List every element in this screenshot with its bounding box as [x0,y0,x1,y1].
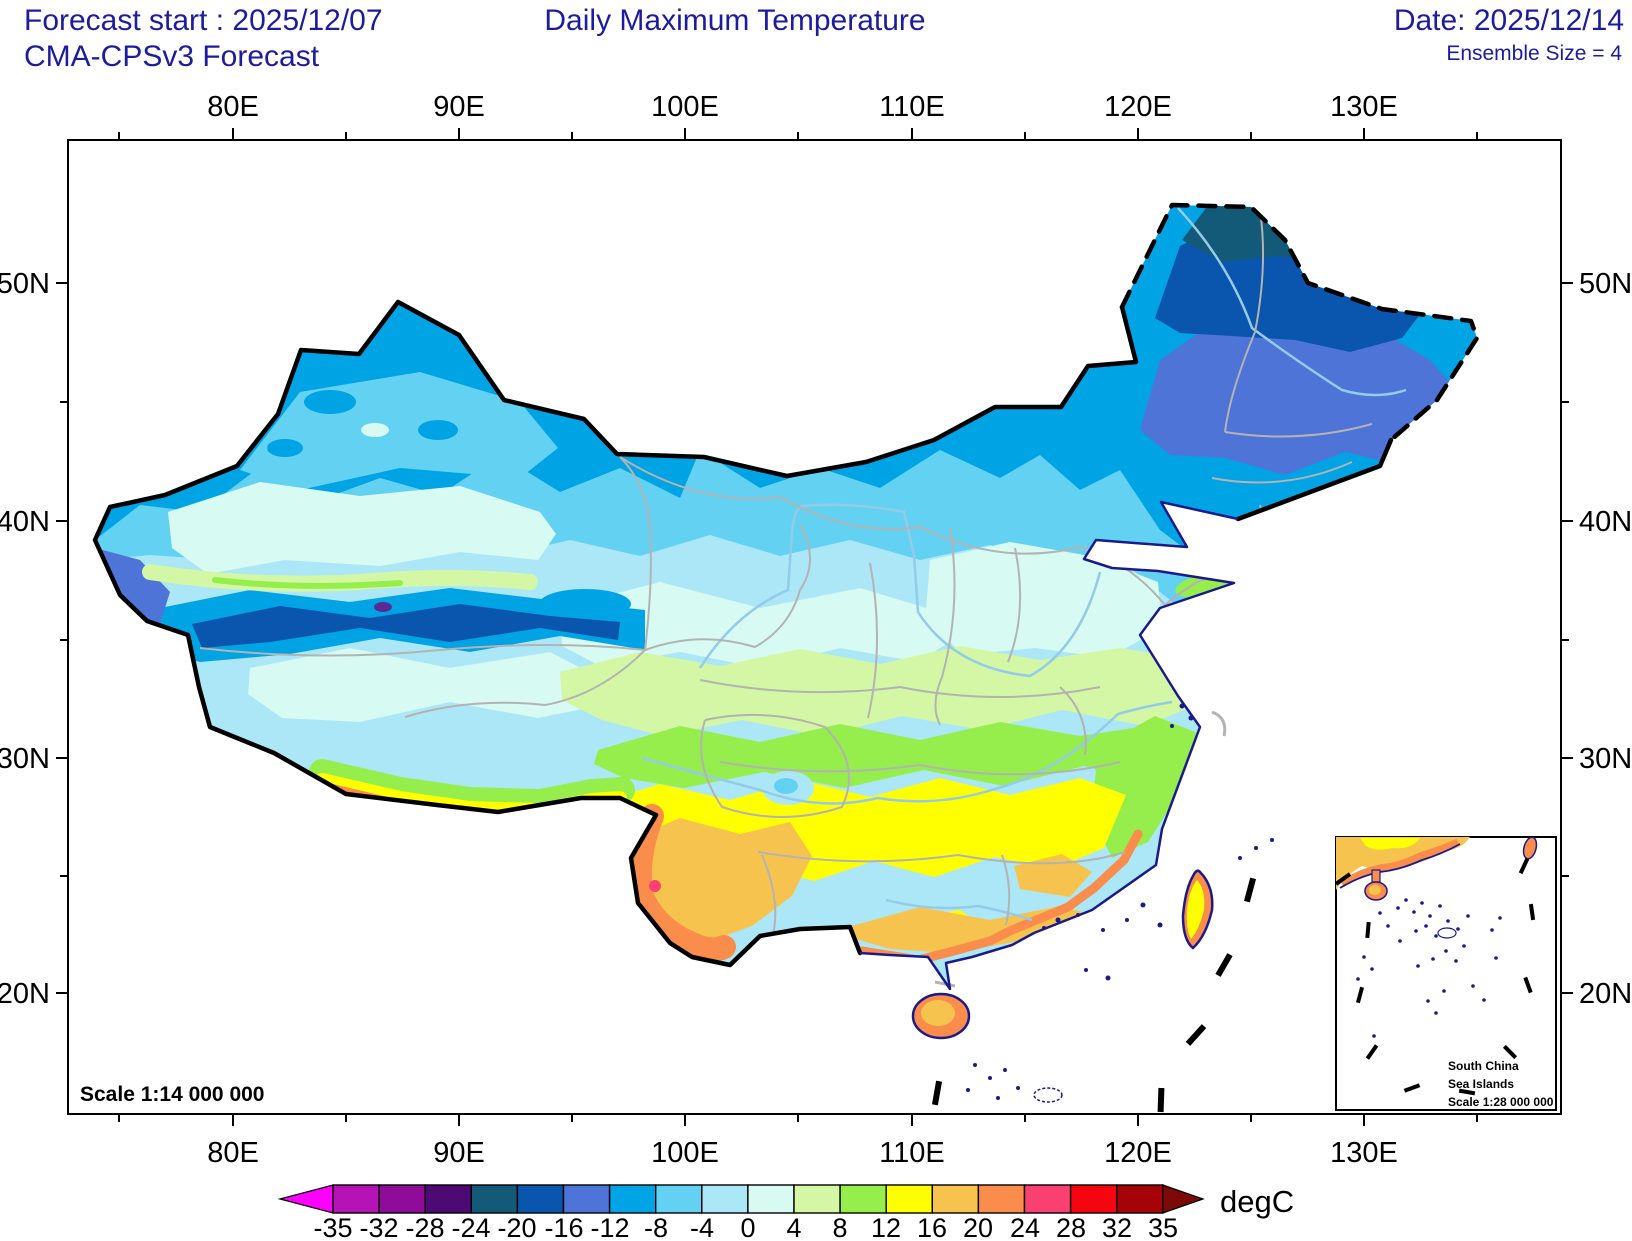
lon-axis-bottom: 80E 90E 100E 110E 120E 130E [207,1137,1398,1169]
colorbar-tick-label: 0 [740,1213,755,1241]
colorbar-tick-label: -16 [544,1213,583,1241]
map-scale-label: Scale 1:14 000 000 [80,1083,265,1106]
lon-tick-label: 90E [433,1137,485,1169]
page-title: Daily Maximum Temperature [544,4,926,37]
colorbar-tick-label: -35 [313,1213,352,1241]
lon-tick-label: 110E [879,1137,945,1169]
lon-tick-label: 100E [651,1137,719,1169]
lat-axis-right: 50N 40N 30N 20N [1579,268,1632,1010]
rivers [641,207,1407,922]
colorbar-unit-label: degC [1220,1184,1294,1219]
ensemble-size-label: Ensemble Size = 4 [1446,42,1622,65]
colorbar-tick-label: -8 [644,1213,668,1241]
coast-gray-marks [934,710,1227,988]
colorbar-swatch [793,1184,841,1214]
colorbar-swatch [1069,1184,1118,1214]
colorbar-swatch [655,1184,703,1214]
inset-scale-label: Scale 1:28 000 000 [1448,1095,1554,1109]
colorbar: -35 -32 -28 -24 -20 -16 -12 -8 -4 0 4 8 … [277,1184,1294,1241]
colorbar-tick-label: -12 [590,1213,629,1241]
colorbar-swatch [1023,1184,1072,1214]
colorbar-swatch [1115,1184,1164,1214]
colorbar-tick-label: 32 [1102,1213,1132,1241]
lon-axis-top: 80E 90E 100E 110E 120E 130E [207,91,1398,123]
colorbar-swatch [332,1184,380,1214]
colorbar-tick-label: -4 [690,1213,714,1241]
lon-tick-label: 120E [1104,91,1172,123]
axis-ticks [56,128,1573,1126]
lat-tick-label: 50N [1579,268,1632,300]
colorbar-tick-label: 4 [786,1213,801,1241]
colorbar-labels: -35 -32 -28 -24 -20 -16 -12 -8 -4 0 4 8 … [313,1213,1178,1241]
lat-tick-label: 20N [1579,978,1632,1010]
lat-tick-label: 30N [0,743,50,775]
colorbar-swatch [424,1184,473,1214]
colorbar-tick-label: 16 [917,1213,947,1241]
colorbar-swatch [470,1184,519,1214]
paracel-ring [1033,1087,1063,1103]
lon-tick-label: 80E [207,91,259,123]
inset-title-line1: South China [1448,1059,1519,1073]
lon-tick-label: 80E [207,1137,259,1169]
south-china-sea-inset: South China Sea Islands Scale 1:28 000 0… [1335,836,1557,1111]
colorbar-left-arrow [277,1184,334,1214]
colorbar-tick-label: -28 [405,1213,444,1241]
colorbar-swatch [608,1184,657,1214]
lon-tick-label: 100E [651,91,719,123]
colorbar-swatch [839,1184,887,1214]
island-dots [966,703,1274,1100]
colorbar-swatches [332,1184,1164,1214]
lon-tick-label: 130E [1330,1137,1398,1169]
national-border [92,202,1480,968]
colorbar-swatch [885,1184,934,1214]
lon-tick-label: 90E [433,91,485,123]
lat-tick-label: 40N [0,506,50,538]
colorbar-swatch [977,1184,1026,1214]
colorbar-right-arrow [1162,1184,1205,1214]
colorbar-swatch [931,1184,980,1214]
colorbar-tick-label: 24 [1010,1213,1040,1241]
lat-tick-label: 40N [1579,506,1632,538]
colorbar-swatch [562,1184,611,1214]
lat-axis-left: 50N 40N 30N 20N [0,268,50,1010]
lon-tick-label: 130E [1330,91,1398,123]
colorbar-tick-label: 12 [871,1213,901,1241]
colorbar-swatch [378,1184,426,1214]
lat-tick-label: 20N [0,978,50,1010]
map-frame [67,139,1562,1115]
hainan-island [911,992,971,1040]
lon-tick-label: 110E [879,91,945,123]
province-borders [199,209,1373,940]
colorbar-swatch [747,1184,795,1214]
model-name-label: CMA-CPSv3 Forecast [24,40,320,73]
coastline [859,500,1239,991]
colorbar-tick-label: -24 [451,1213,490,1241]
forecast-start-label: Forecast start : 2025/12/07 [24,4,383,37]
lat-tick-label: 50N [0,268,50,300]
colorbar-tick-label: -20 [497,1213,536,1241]
valid-date-label: Date: 2025/12/14 [1393,4,1624,37]
colorbar-tick-label: -32 [359,1213,398,1241]
taiwan-island [1181,869,1214,950]
inset-title-line2: Sea Islands [1448,1077,1514,1091]
colorbar-tick-label: 35 [1148,1213,1178,1241]
colorbar-tick-label: 8 [832,1213,847,1241]
colorbar-swatch [701,1184,749,1214]
colorbar-tick-label: 28 [1056,1213,1086,1241]
colorbar-tick-label: 20 [963,1213,993,1241]
dash-line-segments [931,877,1257,1113]
colorbar-swatch [516,1184,565,1214]
lon-tick-label: 120E [1104,1137,1172,1169]
lat-tick-label: 30N [1579,743,1632,775]
